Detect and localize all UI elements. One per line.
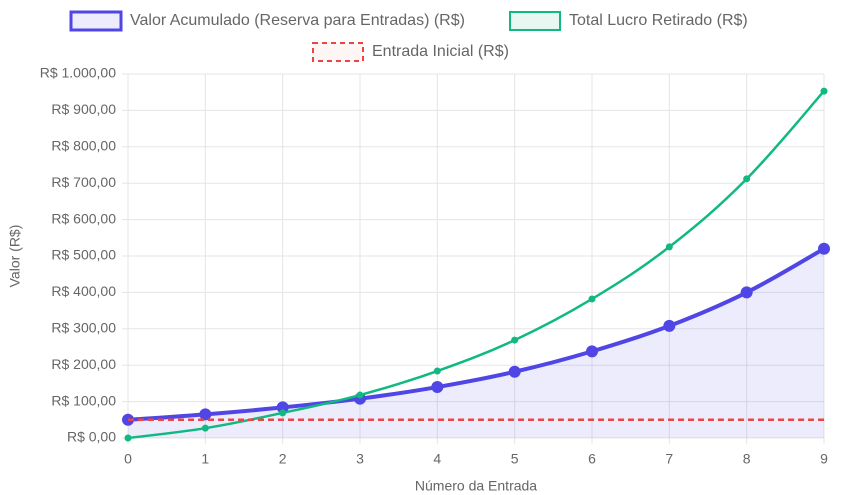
legend-label: Total Lucro Retirado (R$) bbox=[569, 12, 748, 29]
legend-swatch bbox=[312, 42, 364, 62]
y-tick-label: R$ 200,00 bbox=[51, 356, 116, 372]
y-tick-label: R$ 300,00 bbox=[51, 320, 116, 336]
x-tick-label: 0 bbox=[124, 451, 132, 467]
point bbox=[124, 434, 132, 442]
x-tick-label: 3 bbox=[356, 451, 364, 467]
point bbox=[431, 381, 444, 394]
point bbox=[818, 242, 830, 255]
legend-swatch bbox=[69, 10, 123, 32]
y-tick-label: R$ 1.000,00 bbox=[40, 65, 116, 81]
y-tick-label: R$ 800,00 bbox=[51, 138, 116, 154]
point bbox=[586, 345, 598, 358]
point bbox=[276, 401, 289, 414]
y-tick-label: R$ 400,00 bbox=[51, 283, 116, 299]
point bbox=[511, 336, 519, 344]
line bbox=[127, 90, 825, 440]
y-tick-label: R$ 500,00 bbox=[51, 247, 116, 263]
x-tick-label: 6 bbox=[588, 451, 596, 467]
legend-label: Valor Acumulado (Reserva para Entradas) … bbox=[130, 12, 465, 29]
legend-label: Entrada Inicial (R$) bbox=[372, 43, 509, 60]
y-tick-label: R$ 700,00 bbox=[51, 174, 116, 190]
point bbox=[433, 367, 441, 375]
y-tick-label: R$ 100,00 bbox=[51, 392, 116, 408]
x-tick-label: 4 bbox=[433, 451, 441, 467]
x-axis-title: Número da Entrada bbox=[415, 478, 537, 494]
y-tick-label: R$ 0,00 bbox=[67, 429, 116, 445]
point bbox=[665, 243, 673, 251]
x-tick-label: 2 bbox=[279, 451, 287, 467]
point bbox=[356, 391, 364, 399]
y-tick-label: R$ 600,00 bbox=[51, 210, 116, 226]
x-tick-label: 1 bbox=[201, 451, 209, 467]
legend: Valor Acumulado (Reserva para Entradas) … bbox=[69, 10, 748, 62]
point bbox=[743, 175, 751, 183]
x-tick-label: 5 bbox=[511, 451, 519, 467]
x-tick-label: 9 bbox=[820, 451, 828, 467]
x-tick-label: 7 bbox=[665, 451, 673, 467]
point bbox=[199, 408, 212, 421]
point bbox=[508, 365, 521, 378]
point bbox=[201, 424, 209, 432]
area bbox=[128, 248, 824, 438]
point bbox=[663, 319, 676, 332]
x-tick-label: 8 bbox=[743, 451, 751, 467]
point bbox=[740, 286, 753, 299]
legend-swatch bbox=[509, 11, 561, 31]
point bbox=[279, 409, 287, 417]
y-axis-title: Valor (R$) bbox=[7, 225, 23, 288]
line bbox=[127, 246, 825, 422]
y-tick-label: R$ 900,00 bbox=[51, 101, 116, 117]
point bbox=[820, 87, 828, 95]
point bbox=[588, 295, 596, 303]
